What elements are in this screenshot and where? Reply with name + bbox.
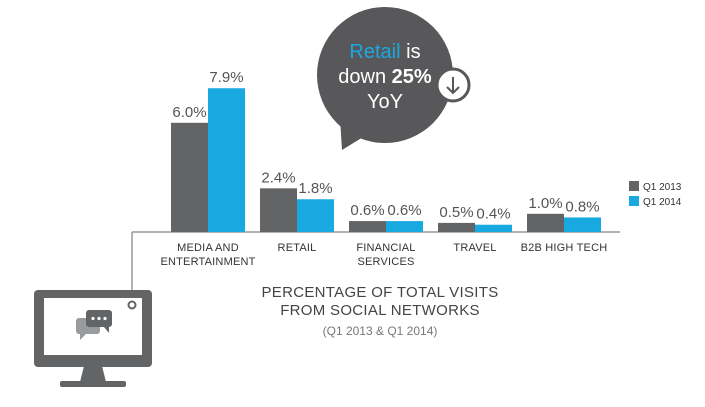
bar-media-and-entertainment-q1-2013: [171, 122, 208, 232]
data-label-retail-q1-2014: 1.8%: [298, 180, 332, 197]
bar-b2b-high-tech-q1-2013: [527, 213, 564, 232]
legend: Q1 2013 Q1 2014: [629, 181, 682, 208]
category-label-media-and-entertainment-line-1: MEDIA AND: [177, 242, 239, 254]
legend-label-q1-2014: Q1 2014: [643, 197, 682, 208]
category-label-travel: TRAVEL: [453, 242, 496, 254]
category-label-media-and-entertainment-line-2: ENTERTAINMENT: [160, 256, 255, 268]
data-label-retail-q1-2013: 2.4%: [261, 169, 295, 186]
bar-b2b-high-tech-q1-2014: [564, 217, 601, 232]
chart-title-line-1: PERCENTAGE OF TOTAL VISITS: [261, 284, 499, 301]
down-arrow-circle-icon: [435, 67, 471, 103]
category-label-b2b-high-tech: B2B HIGH TECH: [521, 242, 608, 254]
chart-title-line-2: FROM SOCIAL NETWORKS: [280, 302, 480, 319]
legend-swatch-q1-2014: [629, 196, 639, 206]
category-label-financial-services-line-2: SERVICES: [357, 256, 414, 268]
bar-financial-services-q1-2013: [349, 221, 386, 232]
bar-media-and-entertainment-q1-2014: [208, 88, 245, 232]
bar-travel-q1-2014: [475, 224, 512, 232]
bar-financial-services-q1-2014: [386, 221, 423, 232]
callout-word-down: down: [338, 66, 387, 88]
category-label-retail: RETAIL: [278, 242, 317, 254]
callout-percent: 25%: [391, 66, 432, 88]
callout-text: Retail is down 25% YoY: [318, 40, 452, 115]
callout-highlight: Retail: [349, 41, 401, 63]
bar-travel-q1-2013: [438, 222, 475, 232]
callout-yoy: YoY: [367, 91, 403, 113]
data-label-b2b-high-tech-q1-2013: 1.0%: [528, 195, 562, 212]
bar-retail-q1-2014: [297, 199, 334, 232]
legend-swatch-q1-2013: [629, 181, 639, 191]
category-label-financial-services-line-1: FINANCIAL: [356, 242, 415, 254]
data-label-travel-q1-2013: 0.5%: [439, 204, 473, 221]
monitor-chat-icon: [34, 232, 152, 387]
legend-label-q1-2013: Q1 2013: [643, 182, 682, 193]
chart-title: PERCENTAGE OF TOTAL VISITS FROM SOCIAL N…: [230, 284, 530, 320]
data-label-media-and-entertainment-q1-2013: 6.0%: [172, 104, 206, 121]
data-label-b2b-high-tech-q1-2014: 0.8%: [565, 198, 599, 215]
chart-subtitle: (Q1 2013 & Q1 2014): [322, 324, 438, 338]
callout-bubble: [317, 7, 453, 150]
data-label-financial-services-q1-2014: 0.6%: [387, 202, 421, 219]
data-label-travel-q1-2014: 0.4%: [476, 206, 510, 223]
data-label-financial-services-q1-2013: 0.6%: [350, 202, 384, 219]
bar-retail-q1-2013: [260, 188, 297, 232]
callout-word-is: is: [406, 41, 421, 63]
data-label-media-and-entertainment-q1-2014: 7.9%: [209, 69, 243, 86]
